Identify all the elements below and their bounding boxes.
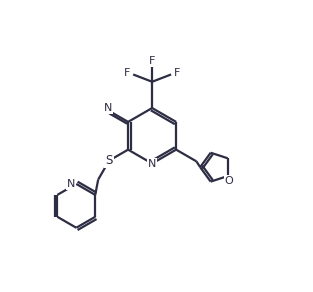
Text: F: F [149, 56, 155, 66]
Text: F: F [174, 68, 180, 78]
Text: S: S [105, 154, 113, 167]
Text: N: N [148, 159, 156, 168]
Text: N: N [67, 179, 75, 189]
Text: F: F [124, 68, 131, 78]
Text: N: N [104, 103, 112, 113]
Text: O: O [225, 176, 233, 186]
